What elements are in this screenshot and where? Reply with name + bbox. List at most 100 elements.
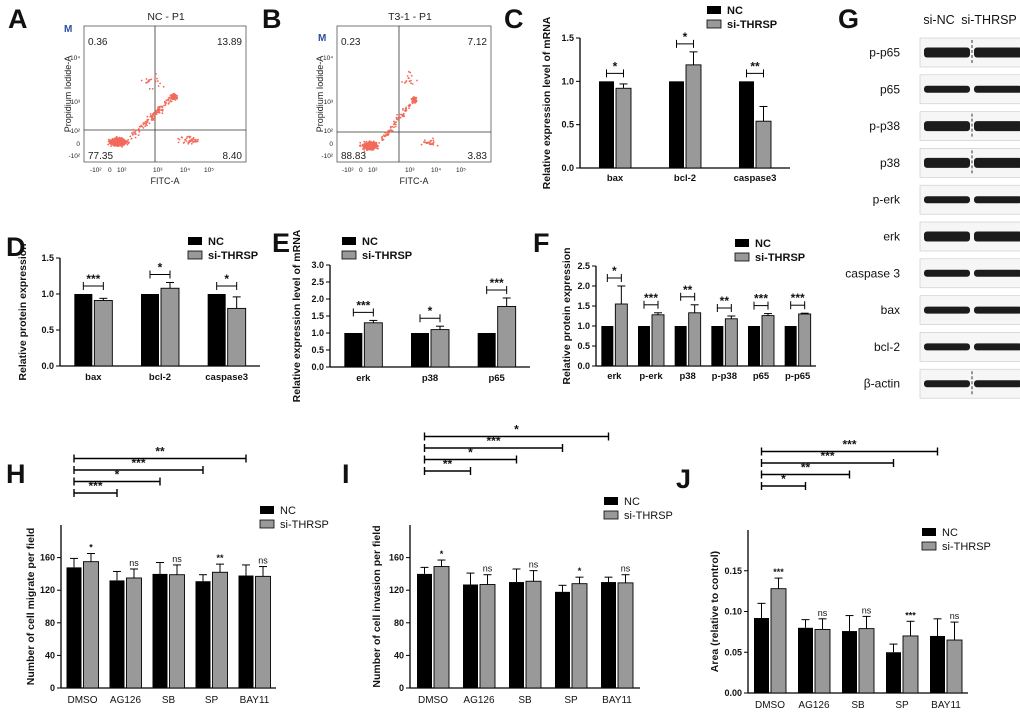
flow-event <box>111 140 114 143</box>
bar-si <box>614 303 628 367</box>
flow-event <box>110 145 112 148</box>
x-tick-label: erk <box>607 371 622 382</box>
sig-stars: * <box>468 446 473 460</box>
flow-quadrant-ll: 88.83 <box>341 151 366 162</box>
sig-above: ns <box>172 554 182 564</box>
flow-event <box>372 148 374 151</box>
bar-nc <box>207 294 226 366</box>
western-blot: si-NC si-THRSP p-p65 p65 p-p38 p38 p-erk erk c… <box>845 13 1020 399</box>
y-axis-title: Relative expression level of mRNA <box>541 16 553 189</box>
y-tick-label: 2.0 <box>577 281 590 291</box>
flow-ytick: 10³ <box>71 99 81 106</box>
flow-event <box>405 106 407 109</box>
legend-label-nc: NC <box>624 496 640 508</box>
flow-event <box>430 143 433 146</box>
sig-above: ns <box>950 611 960 621</box>
flow-quadrant-ul: 0.36 <box>88 37 108 48</box>
bar-nc <box>601 582 616 688</box>
flow-event <box>154 76 157 79</box>
flow-event <box>424 141 427 144</box>
wb-band-sinc <box>924 85 970 93</box>
flow-event <box>415 101 417 103</box>
flow-event <box>155 110 158 112</box>
flow-event <box>171 96 173 99</box>
flow-event <box>159 106 161 109</box>
bar-si <box>126 577 142 689</box>
flow-event <box>193 140 196 143</box>
flow-event <box>174 99 177 101</box>
flow-event <box>185 140 188 142</box>
y-axis-title: Relative protein expression <box>561 247 573 384</box>
sig-stars: *** <box>86 272 100 286</box>
bar-si <box>525 580 542 689</box>
wb-band-label: bax <box>881 303 900 317</box>
wb-band-sithrsp <box>974 343 1020 351</box>
bar-si <box>93 300 113 367</box>
y-tick-label: 160 <box>389 553 404 563</box>
flow-event <box>113 144 115 146</box>
wb-band-label: p-erk <box>873 193 901 207</box>
legend: NC si-THRSP <box>603 496 673 522</box>
flow-event <box>138 129 141 131</box>
bar-si <box>688 312 702 367</box>
flow-event <box>410 82 412 85</box>
bar-nc <box>798 627 813 693</box>
flow-event <box>113 141 116 144</box>
flow-event <box>113 140 115 142</box>
flow-xtick: 10² <box>368 167 378 174</box>
bar-si <box>770 588 787 694</box>
y-tick-label: 2.5 <box>577 261 590 271</box>
sig-stars: *** <box>356 298 370 312</box>
flow-event <box>168 96 170 99</box>
flow-event <box>185 137 188 140</box>
flow-ylabel: Propidium Iodide-A <box>63 56 73 133</box>
flow-event <box>141 125 144 128</box>
sig-above: * <box>440 549 444 559</box>
flow-event <box>378 142 380 144</box>
flow-event <box>405 80 407 83</box>
bar-nc <box>74 294 93 366</box>
sig-above: *** <box>905 610 916 620</box>
sig-stars: * <box>115 468 120 482</box>
bar-si <box>946 639 963 694</box>
flow-event <box>157 85 160 87</box>
flow-event <box>109 141 112 143</box>
x-tick-label: SB <box>518 695 532 706</box>
flow-event <box>408 107 410 110</box>
flow-event <box>395 123 397 126</box>
flow-event <box>127 139 130 141</box>
flow-event <box>416 79 418 82</box>
y-tick-label: 0.5 <box>311 345 324 355</box>
flow-event <box>149 113 152 115</box>
y-tick-label: 1.5 <box>577 301 590 311</box>
flow-event <box>413 96 416 99</box>
panel-letter-b: B <box>262 4 282 34</box>
flow-event <box>152 114 155 116</box>
y-tick-label: 1.0 <box>561 76 574 86</box>
wb-header-sithrsp: si-THRSP <box>961 13 1017 27</box>
flow-event <box>394 121 397 124</box>
flow-event <box>365 147 367 150</box>
flow-event <box>157 106 160 109</box>
flow-xtick: 0 <box>359 167 363 174</box>
x-tick-label: p38 <box>422 373 438 384</box>
x-tick-label: bcl-2 <box>149 372 171 383</box>
legend-swatch-si <box>603 510 619 520</box>
flow-event <box>111 138 114 140</box>
flow-event <box>121 138 124 140</box>
sig-stars: * <box>612 264 617 278</box>
bar-si <box>685 64 702 169</box>
bar-si <box>497 306 517 368</box>
bar-si <box>814 628 831 694</box>
bar-si <box>227 307 247 367</box>
bar-si <box>169 574 185 689</box>
sig-stars: * <box>428 304 433 318</box>
flow-event <box>178 138 181 141</box>
bar-nc <box>509 582 524 688</box>
sig-stars: *** <box>842 438 856 452</box>
flow-event <box>401 81 403 83</box>
flow-event <box>154 112 157 115</box>
flow-event <box>377 147 379 150</box>
y-axis-title: Relative expression level of mRNA <box>291 229 303 402</box>
